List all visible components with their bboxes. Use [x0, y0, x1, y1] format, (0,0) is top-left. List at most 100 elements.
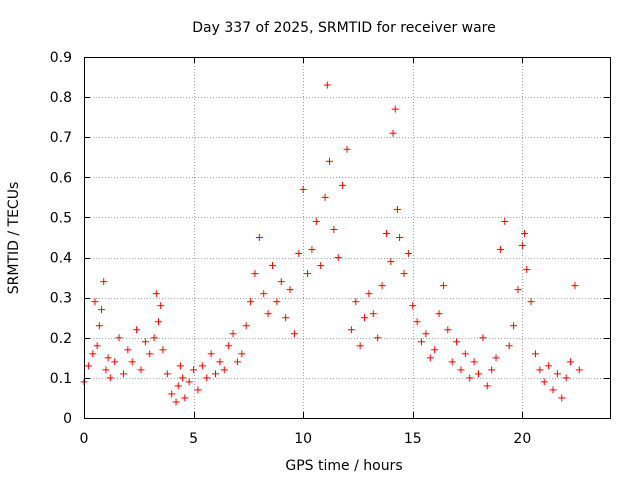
data-point: [496, 246, 504, 254]
data-point: [531, 350, 539, 358]
y-tick-label: 0.5: [50, 210, 72, 226]
data-point: [444, 326, 452, 334]
data-point: [225, 342, 233, 350]
data-point: [549, 386, 557, 394]
data-point: [536, 366, 544, 374]
y-tick-label: 0.6: [50, 170, 72, 186]
data-point: [216, 358, 224, 366]
data-point: [488, 366, 496, 374]
data-point: [483, 382, 491, 390]
data-point: [369, 310, 377, 318]
data-point: [198, 362, 206, 370]
data-point: [426, 354, 434, 362]
data-point: [431, 346, 439, 354]
data-point: [181, 394, 189, 402]
data-point: [146, 350, 154, 358]
data-point: [514, 286, 522, 294]
data-point: [479, 334, 487, 342]
data-point: [461, 350, 469, 358]
y-axis-label: SRMTID / TECUs: [6, 182, 22, 295]
data-point: [571, 282, 579, 290]
data-point: [400, 270, 408, 278]
data-point: [558, 394, 566, 402]
data-point: [176, 362, 184, 370]
data-point: [453, 338, 461, 346]
data-point: [157, 302, 165, 310]
data-point: [155, 318, 163, 326]
data-point: [119, 370, 127, 378]
y-tick-label: 0.4: [50, 251, 72, 267]
x-tick-label: 10: [294, 431, 312, 447]
data-point: [365, 290, 373, 298]
data-point: [111, 358, 119, 366]
data-point: [100, 278, 108, 286]
data-point: [179, 374, 187, 382]
data-point: [242, 322, 250, 330]
data-point: [553, 370, 561, 378]
data-point: [238, 350, 246, 358]
y-tick-label: 0.9: [50, 50, 72, 66]
data-point: [418, 338, 426, 346]
data-point: [247, 298, 255, 306]
x-tick-label: 15: [404, 431, 422, 447]
data-point: [396, 234, 404, 241]
x-tick-label: 5: [189, 431, 198, 447]
data-point: [505, 342, 513, 350]
data-point: [290, 330, 298, 338]
data-point: [89, 350, 97, 358]
data-point: [575, 366, 583, 374]
x-tick-label: 0: [80, 431, 89, 447]
data-point: [475, 370, 482, 378]
plot-frame: [84, 57, 611, 419]
data-point: [137, 366, 145, 374]
data-point: [409, 302, 417, 310]
axis-ticks: [84, 57, 610, 419]
data-point: [251, 270, 259, 278]
data-point: [422, 330, 430, 338]
data-point: [295, 250, 303, 258]
data-point: [501, 217, 509, 225]
y-tick-labels: 0 0.1 0.2 0.3 0.4 0.5 0.6 0.7 0.8 0.9: [50, 50, 72, 427]
data-point: [435, 310, 443, 318]
y-tick-label: 0.2: [50, 331, 72, 347]
data-point: [150, 334, 158, 342]
data-point: [325, 157, 333, 165]
data-point: [347, 326, 355, 334]
data-point: [124, 346, 132, 354]
data-point: [102, 366, 110, 374]
data-point: [378, 282, 386, 290]
data-point: [393, 205, 401, 213]
grid-lines: [84, 57, 610, 418]
x-axis-label: GPS time / hours: [285, 458, 402, 474]
data-point: [233, 358, 241, 366]
data-point: [510, 322, 518, 330]
data-point: [334, 254, 342, 262]
data-point: [343, 145, 351, 153]
y-tick-label: 0.1: [50, 371, 72, 387]
data-point: [521, 229, 529, 237]
data-point: [84, 362, 92, 370]
data-point: [159, 346, 167, 354]
data-point: [404, 250, 412, 258]
data-point: [339, 181, 347, 189]
data-point: [128, 358, 136, 366]
data-point: [229, 330, 237, 338]
data-point: [413, 318, 421, 326]
data-point: [141, 338, 149, 346]
data-point: [518, 242, 526, 250]
data-point: [567, 358, 575, 366]
chart-title: Day 337 of 2025, SRMTID for receiver war…: [192, 20, 496, 36]
data-point: [540, 378, 548, 386]
data-point: [185, 378, 193, 386]
data-point: [174, 382, 182, 390]
data-point: [312, 217, 320, 225]
data-point: [163, 370, 171, 378]
data-point: [93, 342, 101, 350]
data-point: [330, 225, 338, 233]
data-point: [273, 298, 281, 306]
data-point: [374, 334, 382, 342]
y-tick-label: 0.7: [50, 130, 72, 146]
data-point: [389, 129, 397, 137]
x-tick-label: 20: [513, 431, 531, 447]
